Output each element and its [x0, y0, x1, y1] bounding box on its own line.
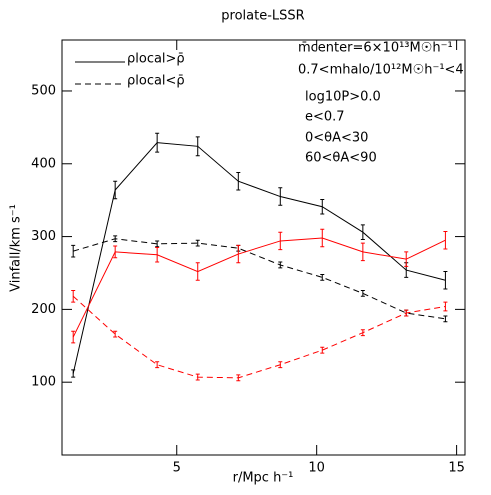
error-bar [278, 361, 283, 369]
chart-title: prolate-LSSR [221, 9, 304, 24]
error-bar [443, 271, 448, 290]
error-bar [443, 301, 448, 312]
x-axis-label: r/Mpc h⁻¹ [233, 471, 294, 486]
x-tick-label: 15 [448, 461, 465, 476]
error-bar [155, 247, 160, 263]
annotation: m̄center=6×10¹³M☉h⁻¹ [298, 41, 453, 56]
error-bar [360, 329, 365, 337]
annotation: e<0.7 [305, 110, 345, 125]
error-bar [360, 224, 365, 240]
error-bar [404, 309, 409, 317]
series-line [72, 295, 446, 379]
annotation: 0<θA<30 [305, 131, 368, 146]
error-bar [360, 289, 365, 297]
y-axis-label: Vinfall/km s⁻¹ [9, 204, 24, 292]
error-bar [236, 244, 241, 264]
error-bar [195, 373, 200, 381]
y-tick-label: 400 [31, 156, 56, 171]
error-bar [71, 369, 76, 378]
error-bar [320, 228, 325, 248]
annotation: 60<θA<90 [305, 151, 377, 166]
error-bar [155, 132, 160, 153]
annotation: log10P>0.0 [305, 90, 381, 105]
error-bar [155, 240, 160, 248]
error-bar [443, 315, 448, 323]
error-bar [195, 136, 200, 157]
error-bar [360, 242, 365, 262]
y-tick-label: 300 [31, 229, 56, 244]
error-bar [236, 374, 241, 382]
error-bar [195, 262, 200, 281]
series-line [72, 142, 446, 374]
error-bar [113, 330, 118, 338]
error-bar [320, 273, 325, 281]
legend-label: ρlocal<ρ̄ [127, 74, 185, 89]
y-tick-label: 200 [31, 302, 56, 317]
series-line [72, 237, 446, 338]
error-bar [278, 231, 283, 251]
x-tick-label: 5 [173, 461, 181, 476]
error-bar [113, 235, 118, 243]
y-tick-label: 500 [31, 83, 56, 98]
error-bar [113, 180, 118, 200]
error-bar [71, 330, 76, 344]
y-tick-label: 100 [31, 375, 56, 390]
error-bar [71, 244, 76, 258]
error-bar [278, 261, 283, 269]
annotation: 0.7<mhalo/10¹²M☉h⁻¹<4 [298, 63, 464, 78]
error-bar [404, 251, 409, 267]
error-bar [155, 361, 160, 369]
error-bar [113, 245, 118, 259]
error-bar [443, 230, 448, 250]
plot-frame [61, 39, 466, 456]
error-bar [278, 187, 283, 206]
legend-label: ρlocal>ρ̄ [127, 52, 185, 67]
error-bar [195, 239, 200, 247]
error-bar [71, 289, 76, 303]
error-bar [320, 198, 325, 215]
error-bar [320, 346, 325, 354]
error-bar [236, 172, 241, 191]
x-tick-label: 10 [308, 461, 325, 476]
series-line [73, 238, 446, 320]
